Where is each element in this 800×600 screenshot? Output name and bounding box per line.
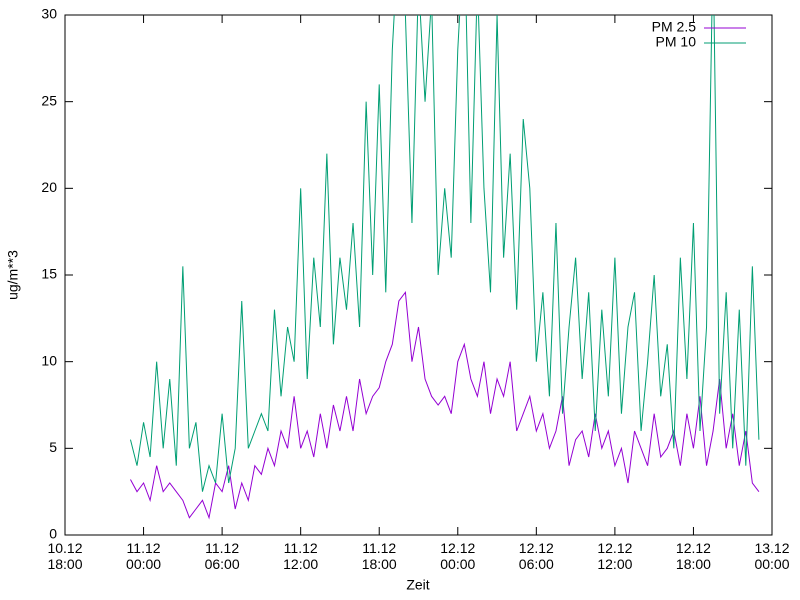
y-tick-label: 5	[49, 439, 57, 455]
y-tick-label: 15	[41, 266, 57, 282]
x-tick-label: 11.12 00:00	[126, 540, 161, 572]
y-tick-label: 10	[41, 352, 57, 368]
x-tick-label: 12.12 00:00	[440, 540, 475, 572]
x-tick-label: 11.12 06:00	[205, 540, 240, 572]
y-tick-label: 20	[41, 179, 57, 195]
y-tick-label: 0	[49, 526, 57, 542]
data-line	[130, 291, 760, 520]
y-axis-label: ug/m**3	[5, 250, 21, 300]
plot-frame	[64, 14, 773, 536]
x-tick-label: 12.12 06:00	[519, 540, 554, 572]
x-axis-label: Zeit	[406, 577, 429, 593]
legend-label: PM 10	[656, 34, 697, 50]
x-tick-label: 10.12 18:00	[47, 540, 82, 572]
y-tick-label: 25	[41, 92, 57, 108]
legend-label: PM 2.5	[652, 19, 697, 35]
x-tick-label: 12.12 18:00	[676, 540, 711, 572]
y-tick-label: 30	[41, 6, 57, 22]
x-tick-label: 13.12 00:00	[754, 540, 789, 572]
x-tick-label: 11.12 18:00	[362, 540, 397, 572]
x-tick-label: 12.12 12:00	[597, 540, 632, 572]
x-tick-label: 11.12 12:00	[283, 540, 318, 572]
data-line	[129, 15, 760, 492]
